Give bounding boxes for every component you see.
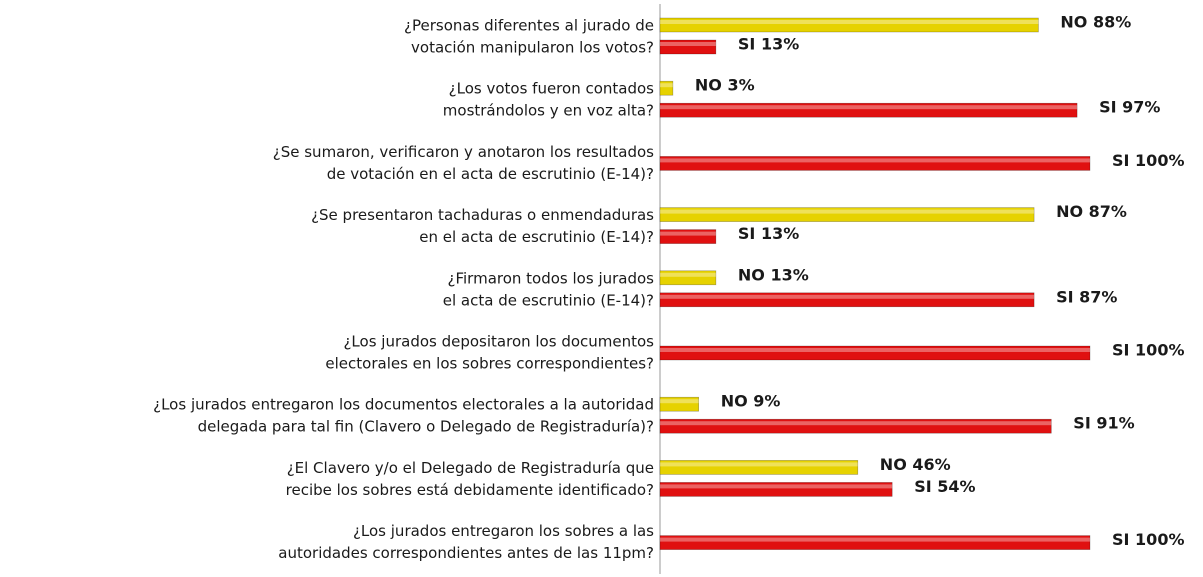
category-label: ¿Los jurados depositaron los documentos: [343, 333, 654, 351]
value-label: SI 13%: [738, 224, 799, 243]
bar-highlight: [660, 537, 1090, 542]
value-label: SI 100%: [1112, 151, 1184, 170]
category-label: electorales en los sobres correspondient…: [325, 355, 654, 373]
bar: [659, 396, 700, 412]
bar: [659, 460, 859, 475]
category-label: ¿Se presentaron tachaduras o enmendadura…: [311, 206, 654, 224]
category-label: de votación en el acta de escrutinio (E-…: [327, 165, 654, 183]
bar-highlight: [660, 399, 699, 404]
category-label: recibe los sobres está debidamente ident…: [286, 481, 654, 499]
bar: [659, 39, 717, 55]
category-label: ¿Personas diferentes al jurado de: [404, 17, 654, 35]
category-label: mostrándolos y en voz alta?: [443, 102, 654, 120]
bar: [659, 418, 1052, 434]
value-label: NO 87%: [1056, 202, 1127, 221]
category-label: ¿Los jurados entregaron los documentos e…: [153, 396, 654, 414]
category-label: delegada para tal fin (Clavero o Delegad…: [198, 418, 654, 436]
value-label: SI 100%: [1112, 341, 1184, 360]
bar-highlight: [660, 272, 716, 277]
value-label: SI 91%: [1073, 414, 1134, 433]
bar: [659, 482, 893, 497]
value-label: SI 13%: [738, 35, 799, 54]
bar-highlight: [660, 294, 1035, 299]
value-label: SI 97%: [1099, 98, 1160, 117]
bar: [659, 80, 674, 96]
category-label: el acta de escrutinio (E-14)?: [443, 291, 654, 309]
category-label: ¿Los jurados entregaron los sobres a las: [353, 522, 654, 540]
bar: [659, 270, 717, 286]
category-label: autoridades correspondientes antes de la…: [278, 544, 654, 562]
category-label: ¿El Clavero y/o el Delegado de Registrad…: [287, 459, 654, 477]
value-label: SI 100%: [1112, 530, 1184, 549]
bar-highlight: [660, 462, 858, 467]
value-label: SI 87%: [1056, 287, 1117, 306]
bar: [659, 292, 1035, 308]
category-label: ¿Firmaron todos los jurados: [448, 269, 655, 287]
value-label: NO 88%: [1060, 13, 1131, 32]
bar-highlight: [660, 20, 1039, 24]
bar-highlight: [660, 105, 1078, 110]
bar-highlight: [660, 42, 716, 46]
bar-highlight: [660, 209, 1035, 214]
category-label: ¿Se sumaron, verificaron y anotaron los …: [273, 143, 654, 161]
bar-highlight: [660, 83, 673, 88]
value-label: NO 13%: [738, 265, 809, 284]
bar: [659, 156, 1091, 171]
bar: [659, 535, 1091, 550]
bar: [659, 207, 1035, 222]
value-label: NO 46%: [880, 455, 951, 474]
value-label: NO 3%: [695, 76, 755, 95]
value-label: SI 54%: [914, 477, 975, 496]
bar-highlight: [660, 484, 893, 489]
category-label: en el acta de escrutinio (E-14)?: [419, 228, 654, 246]
bar: [659, 102, 1078, 118]
bar: [659, 345, 1091, 361]
category-label: votación manipularon los votos?: [411, 39, 654, 57]
bar: [659, 229, 717, 244]
bar: [659, 17, 1039, 33]
bar-highlight: [660, 421, 1052, 426]
bar-highlight: [660, 158, 1090, 163]
category-label: ¿Los votos fueron contados: [449, 80, 655, 98]
bar-highlight: [660, 348, 1090, 352]
value-label: NO 9%: [721, 392, 781, 411]
bar-highlight: [660, 231, 716, 236]
